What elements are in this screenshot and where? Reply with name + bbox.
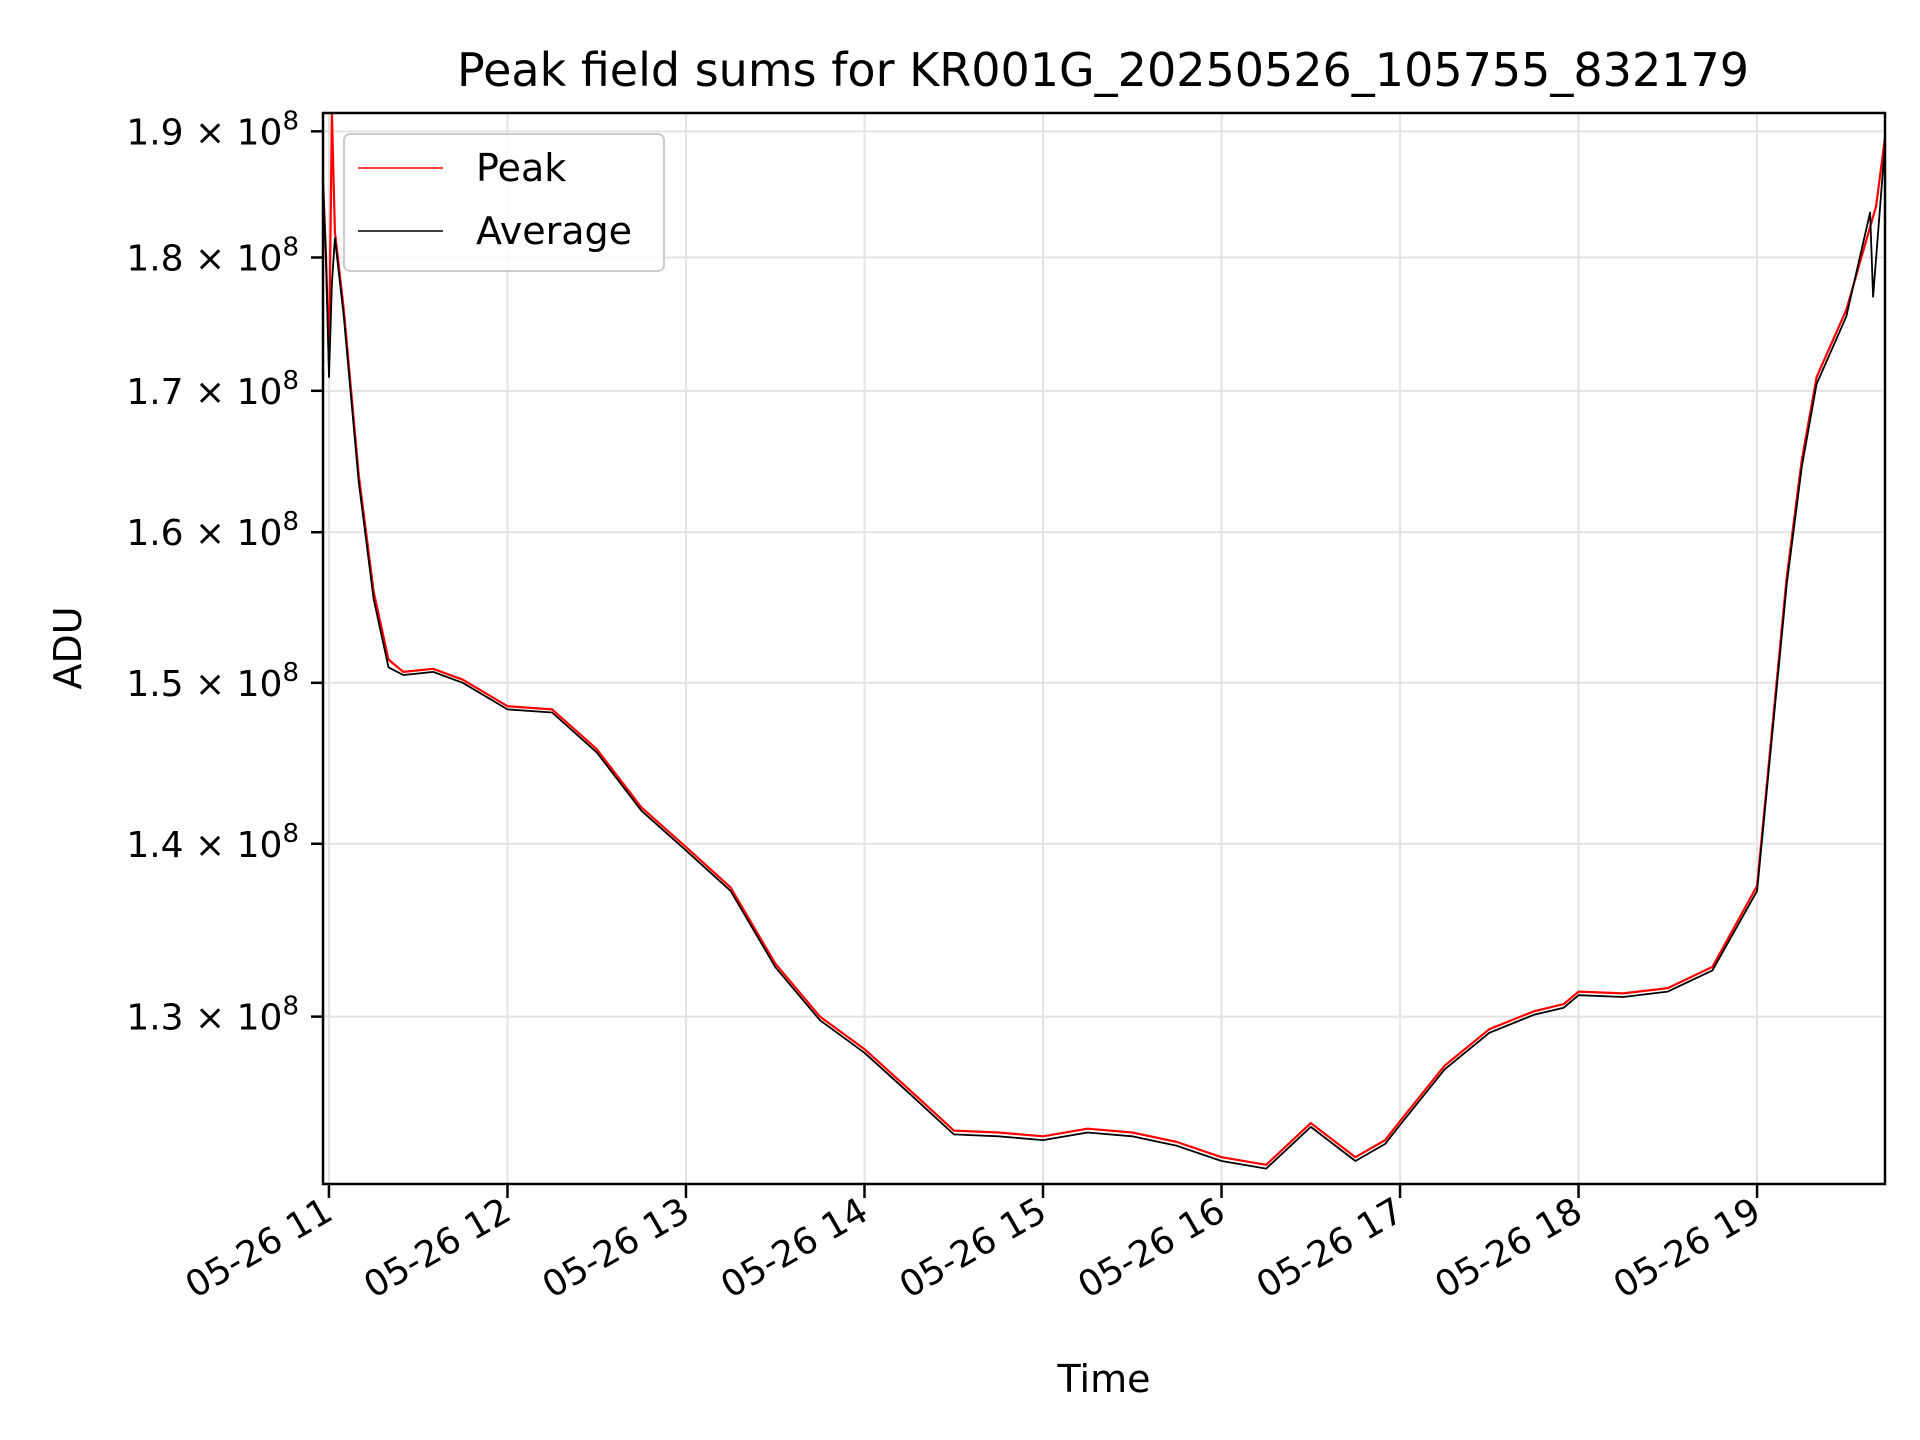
- chart-title: Peak field sums for KR001G_20250526_1057…: [457, 43, 1749, 97]
- series-line-average: [323, 143, 1885, 1170]
- y-tick-label: 1.4 × 108: [126, 819, 299, 866]
- x-axis-label: Time: [1057, 1357, 1151, 1401]
- legend-label-peak: Peak: [476, 146, 566, 190]
- y-tick-label: 1.9 × 108: [126, 106, 299, 153]
- y-tick-label: 1.6 × 108: [126, 507, 299, 554]
- legend-label-average: Average: [476, 209, 632, 253]
- legend: Peak Average: [343, 133, 665, 272]
- grid: [323, 113, 1885, 1184]
- y-axis-label: ADU: [46, 606, 90, 689]
- plot-frame: [321, 111, 1887, 1186]
- plot-lines: [323, 113, 1885, 1170]
- y-tick-label: 1.3 × 108: [126, 992, 299, 1039]
- y-tick-label: 1.7 × 108: [126, 366, 299, 413]
- y-axis: 1.3 × 108 1.4 × 108 1.5 × 108 1.6 × 108 1.7 …: [126, 106, 323, 1039]
- y-tick-label: 1.8 × 108: [126, 232, 299, 279]
- series-line-peak: [323, 113, 1885, 1166]
- y-tick-label: 1.5 × 108: [126, 658, 299, 705]
